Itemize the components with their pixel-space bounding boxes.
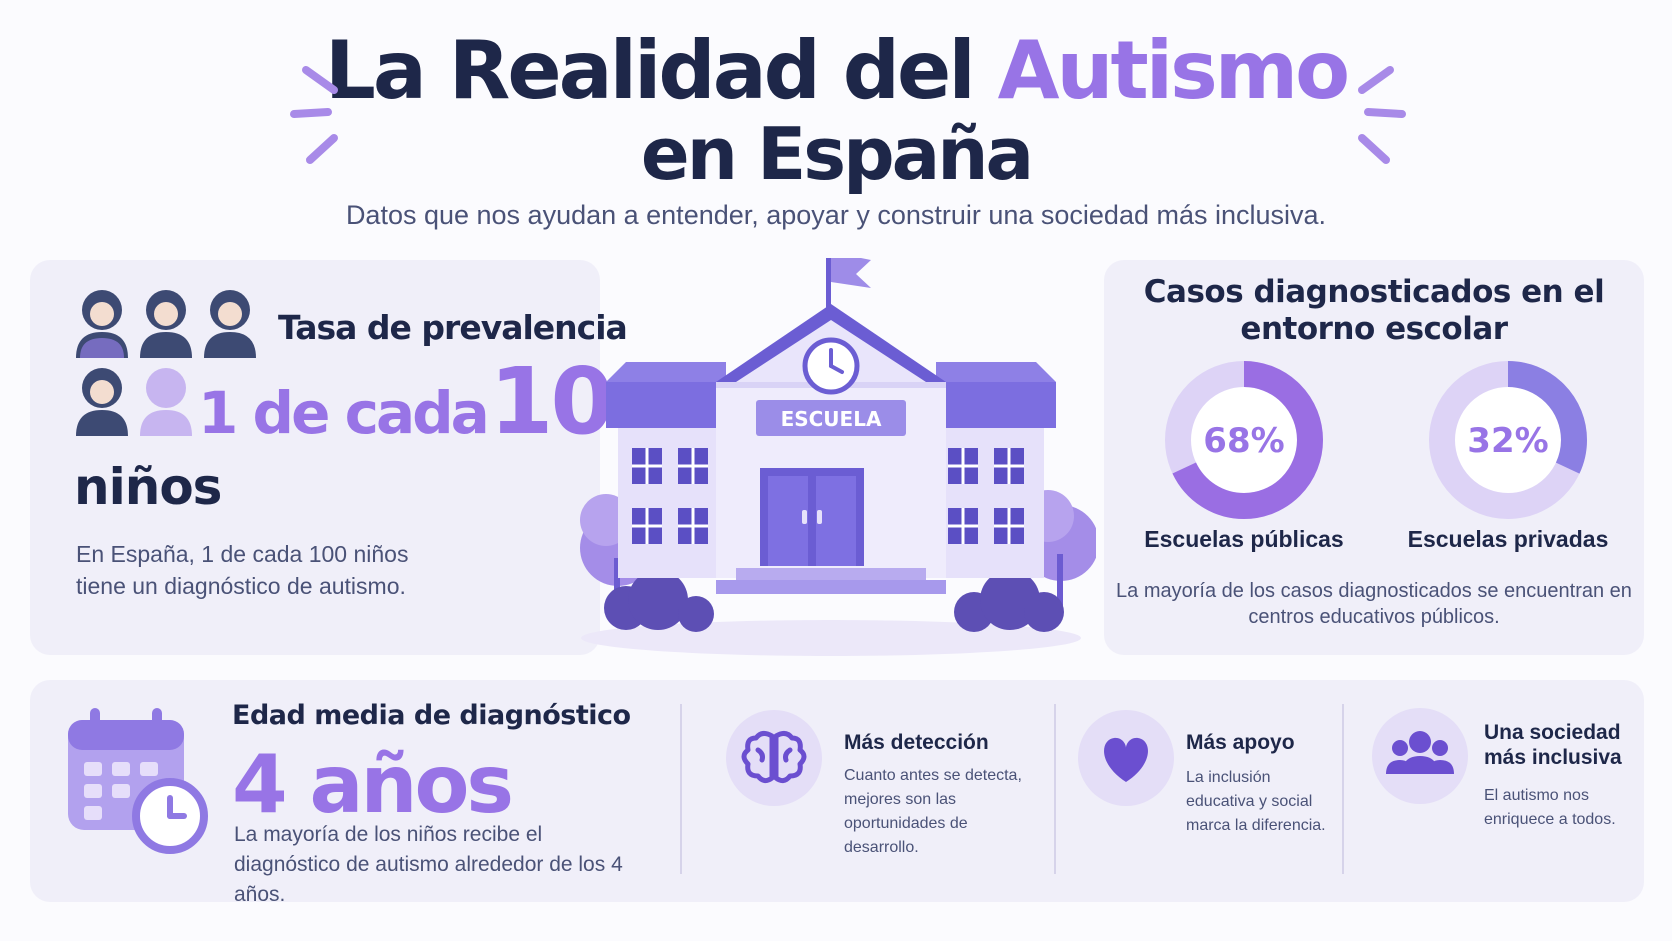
heart-icon (1104, 737, 1148, 782)
brain-icon (741, 730, 807, 784)
public-percent-label: 68% (1203, 421, 1284, 461)
age-title: Edad media de diagnóstico (232, 700, 631, 731)
divider (680, 704, 682, 874)
school-sign-text: ESCUELA (781, 407, 882, 431)
prevalence-card (30, 260, 600, 655)
sparkle-left-icon (290, 66, 338, 164)
private-percent-label: 32% (1467, 421, 1548, 461)
prevalence-stat-prefix: 1 de cada (198, 379, 490, 447)
page-subtitle: Datos que nos ayudan a entender, apoyar … (345, 200, 1327, 230)
people-icon-circle (1372, 708, 1468, 804)
schools-title: Casos diagnosticados en el entorno escol… (1143, 274, 1605, 347)
feature-title: Una sociedad más inclusiva (1484, 721, 1622, 769)
school-building-illustration: ESCUELA (580, 258, 1096, 656)
schools-note: La mayoría de los casos diagnosticados s… (1116, 580, 1632, 628)
page-title: La Realidad del Autismo (0, 26, 1672, 116)
feature-title: Más detección (844, 731, 989, 754)
feature-title: Más apoyo (1186, 731, 1295, 754)
feature-description: El autismo nos enriquece a todos. (1484, 787, 1616, 828)
people-icon (1386, 731, 1454, 774)
page-title-line2: en España (640, 112, 1034, 196)
public-schools-label: Escuelas públicas (1144, 526, 1344, 552)
feature-description: La inclusión educativa y social marca la… (1186, 769, 1326, 834)
brain-icon-circle (726, 710, 822, 806)
heart-icon-circle (1078, 710, 1174, 806)
bottom-card (30, 680, 1644, 902)
prevalence-description: En España, 1 de cada 100 niños tiene un … (76, 541, 409, 599)
donut-private-schools: 32% (1429, 361, 1587, 519)
divider (1342, 704, 1344, 874)
children-group-icon (76, 290, 256, 436)
feature-description: Cuanto antes se detecta, mejores son las… (844, 767, 1022, 856)
donut-public-arc (1165, 361, 1323, 519)
title-part1: La Realidad del (324, 24, 976, 117)
age-description: La mayoría de los niños recibe el diagnó… (234, 823, 623, 906)
donut-private-arc (1429, 361, 1587, 519)
calendar-clock-icon (68, 708, 208, 854)
age-value: 4 años (232, 738, 514, 831)
private-schools-label: Escuelas privadas (1407, 526, 1609, 552)
prevalence-title: Tasa de prevalencia (278, 308, 628, 347)
sparkle-right-icon (1358, 66, 1406, 164)
title-accent-word: Autismo (997, 24, 1350, 117)
donut-public-schools: 68% (1165, 361, 1323, 519)
divider (1054, 704, 1056, 874)
prevalence-stat-suffix: niños (74, 458, 222, 516)
